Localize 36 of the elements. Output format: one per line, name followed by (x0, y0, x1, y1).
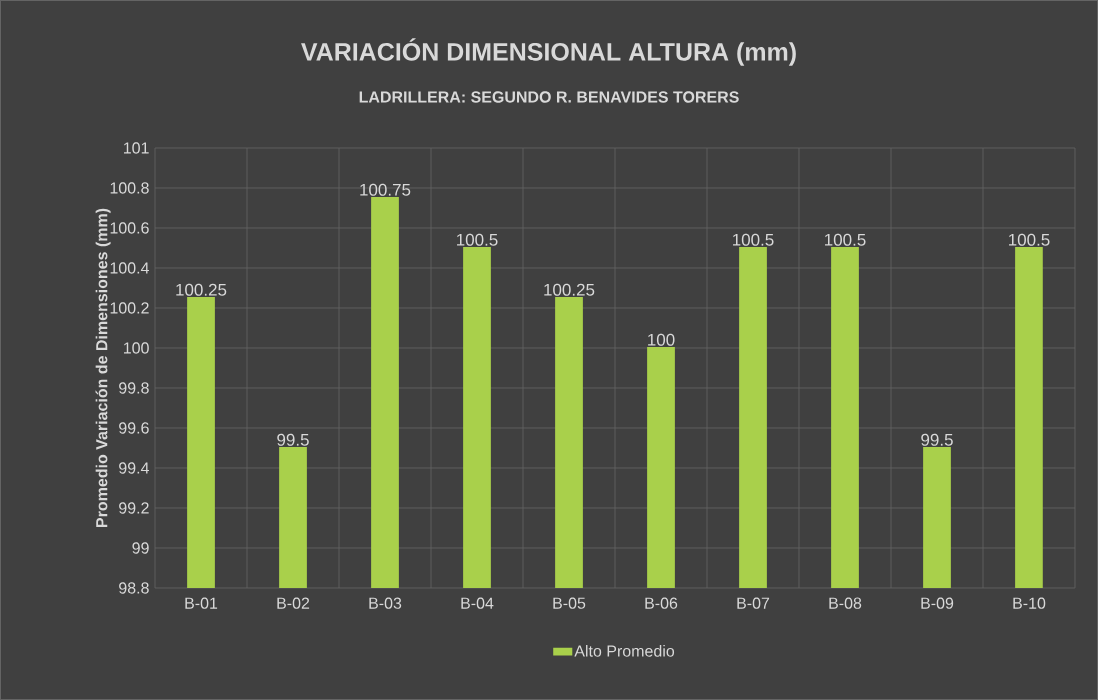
data-label: 100.25 (176, 283, 227, 296)
data-label: 100.5 (1009, 233, 1050, 246)
y-tick-label: 99.8 (119, 382, 149, 394)
x-tick-label: B-07 (737, 597, 770, 609)
y-tick-label: 100.8 (110, 182, 149, 194)
x-tick-label: B-04 (461, 597, 494, 609)
x-tick-label: B-10 (1013, 597, 1046, 609)
y-tick-label: 99 (132, 542, 149, 554)
data-label: 100.75 (360, 183, 411, 196)
y-tick-label: 99.2 (119, 502, 149, 514)
x-tick-label: B-08 (829, 597, 862, 609)
y-tick-label: 99.6 (119, 422, 149, 434)
data-label: 99.5 (277, 433, 309, 446)
y-tick-label: 100.2 (110, 302, 149, 314)
data-label: 99.5 (921, 433, 953, 446)
chart-title: VARIACIÓN DIMENSIONAL ALTURA (mm) (301, 38, 796, 66)
y-tick-label: 100.6 (110, 222, 149, 234)
data-label: 100.5 (457, 233, 498, 246)
x-tick-label: B-09 (921, 597, 954, 609)
data-label: 100.5 (825, 233, 866, 246)
y-tick-label: 101 (124, 142, 149, 154)
y-tick-label: 100 (124, 342, 149, 354)
x-tick-label: B-02 (277, 597, 310, 609)
x-tick-label: B-01 (185, 597, 218, 609)
y-tick-label: 99.4 (119, 462, 149, 474)
data-label: 100.5 (733, 233, 774, 246)
data-label: 100 (648, 333, 675, 346)
chart-subtitle: LADRILLERA: SEGUNDO R. BENAVIDES TORERS (359, 91, 739, 103)
y-tick-label: 100.4 (110, 262, 149, 274)
x-tick-label: B-03 (369, 597, 402, 609)
x-tick-label: B-05 (553, 597, 586, 609)
y-tick-label: 98.8 (119, 582, 149, 594)
legend-label: Alto Promedio (574, 644, 675, 657)
y-axis-title: Promedio Variación de Dimensiones (mm) (95, 208, 111, 527)
x-tick-label: B-06 (645, 597, 678, 609)
data-label: 100.25 (544, 283, 595, 296)
